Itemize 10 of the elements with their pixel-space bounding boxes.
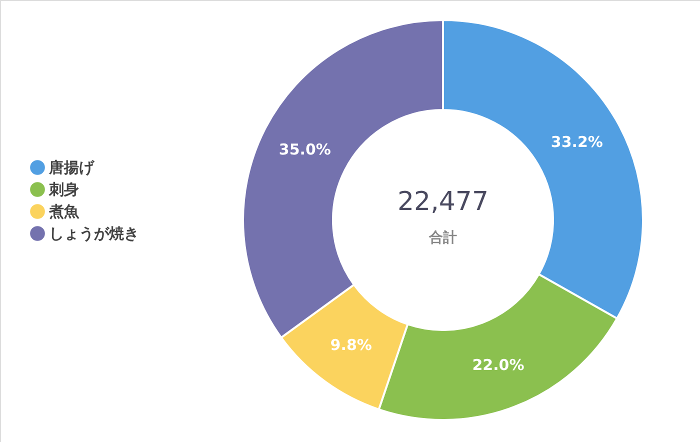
data-label: 9.8% <box>330 336 372 354</box>
data-label: 33.2% <box>550 132 603 151</box>
legend-label: 煮魚 <box>48 202 80 220</box>
legend-label: しょうが焼き <box>49 224 139 242</box>
text: 22,477 <box>398 187 488 217</box>
legend-label: 刺身 <box>48 180 79 198</box>
data-label: 35.0% <box>278 140 331 159</box>
data-label: 22.0% <box>472 356 524 374</box>
text: 合計 <box>428 230 457 246</box>
legend-label: 唐揚げ <box>48 158 95 176</box>
